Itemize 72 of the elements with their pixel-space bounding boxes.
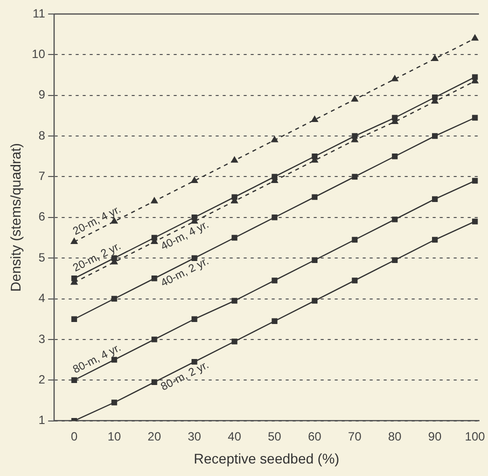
point xyxy=(472,34,478,41)
y-tick-label: 4 xyxy=(38,291,46,306)
y-tick-label: 10 xyxy=(32,46,46,61)
point xyxy=(232,338,238,344)
point xyxy=(272,278,278,284)
x-axis-title: Receptive seedbed (%) xyxy=(194,450,340,466)
point xyxy=(151,336,158,342)
text: 20-m, 4 yr. xyxy=(71,204,123,238)
point xyxy=(312,298,318,304)
point xyxy=(272,318,278,324)
point xyxy=(232,298,238,304)
point xyxy=(192,316,198,322)
point xyxy=(352,174,358,180)
point xyxy=(431,54,438,61)
point xyxy=(150,197,158,204)
y-tick-label: 6 xyxy=(38,210,46,224)
point xyxy=(392,216,398,222)
y-tick-label: 5 xyxy=(38,250,46,264)
point xyxy=(352,236,358,243)
point xyxy=(392,154,398,160)
x-tick-label: 40 xyxy=(228,429,242,444)
point xyxy=(151,379,158,386)
point xyxy=(71,316,78,322)
point xyxy=(391,75,398,82)
x-tick-label: 60 xyxy=(308,429,322,444)
y-tick-label: 3 xyxy=(38,332,46,346)
text: 40-m, 2 yr. xyxy=(159,255,211,290)
point xyxy=(272,214,278,220)
point xyxy=(192,358,198,365)
y-tick-label: 9 xyxy=(38,88,46,102)
point xyxy=(192,255,198,261)
x-tick-label: 20 xyxy=(148,429,162,444)
x-tick-label: 10 xyxy=(108,429,122,444)
y-axis-title: Density (stems/quadrat) xyxy=(7,143,24,292)
y-tick-label: 8 xyxy=(38,128,46,142)
text: 20-m, 2 yr. xyxy=(71,240,123,274)
point xyxy=(312,194,318,200)
point xyxy=(352,278,358,284)
text: 80-m, 2 yr. xyxy=(159,359,211,394)
x-tick-label: 90 xyxy=(428,429,442,444)
point xyxy=(472,178,478,184)
point xyxy=(191,176,198,183)
x-tick-label: 70 xyxy=(348,429,362,444)
y-tick-label: 2 xyxy=(38,372,46,386)
y-tick-label: 1 xyxy=(38,413,46,428)
point xyxy=(432,133,438,139)
x-tick-label: 30 xyxy=(188,429,202,444)
point xyxy=(231,156,238,163)
y-tick-label: 11 xyxy=(32,6,46,20)
point xyxy=(71,377,78,383)
point xyxy=(432,236,438,243)
x-tick-label: 80 xyxy=(388,429,402,444)
point xyxy=(472,218,478,224)
point xyxy=(312,257,318,263)
point xyxy=(111,400,118,406)
x-tick-label: 0 xyxy=(70,429,78,444)
point xyxy=(232,234,238,241)
point xyxy=(70,238,78,244)
point xyxy=(111,356,118,363)
point xyxy=(311,116,318,122)
text: 40-m, 4 yr. xyxy=(159,218,211,253)
point xyxy=(271,136,278,142)
x-tick-label: 100 xyxy=(464,429,486,444)
point xyxy=(392,257,398,263)
y-tick-label: 7 xyxy=(38,169,46,184)
point xyxy=(351,96,358,102)
x-tick-label: 50 xyxy=(268,429,282,444)
point xyxy=(472,114,478,121)
point xyxy=(151,276,158,282)
point xyxy=(111,296,118,302)
text: 80-m, 4 yr. xyxy=(71,342,123,376)
point xyxy=(432,196,438,202)
